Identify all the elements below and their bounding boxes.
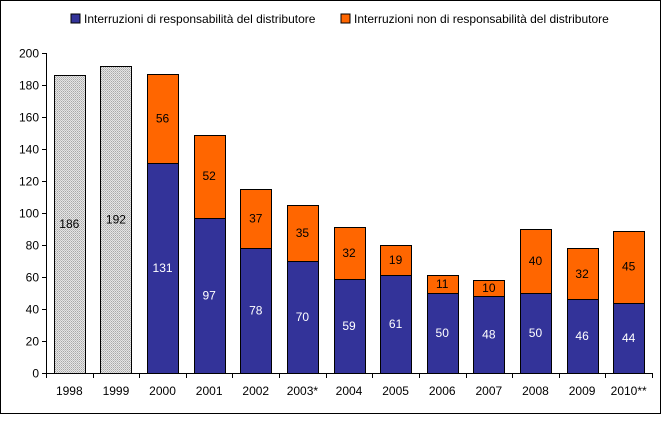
data-label-total: 192 bbox=[106, 212, 126, 226]
x-tick-label: 2004 bbox=[336, 384, 363, 398]
bar-responsible bbox=[520, 293, 552, 374]
bar-not-responsible bbox=[613, 231, 645, 304]
x-tick-label: 2000 bbox=[149, 384, 176, 398]
x-tick-label: 2010** bbox=[611, 384, 647, 398]
bar-total bbox=[54, 75, 86, 374]
data-label-not-responsible: 32 bbox=[342, 246, 356, 260]
x-tick-label: 2002 bbox=[242, 384, 269, 398]
data-label-not-responsible: 52 bbox=[202, 169, 216, 183]
x-tick-label: 2007 bbox=[475, 384, 502, 398]
data-label-responsible: 78 bbox=[249, 304, 263, 318]
y-tick-label: 200 bbox=[19, 47, 39, 61]
x-tick-label: 2005 bbox=[382, 384, 409, 398]
legend-label-responsible: Interruzioni di responsabilità del distr… bbox=[84, 12, 316, 26]
data-labels: 186 192 131 56 97 52 78 37 70 35 59 32 61 19 50 11 48 10 5… bbox=[59, 112, 635, 345]
data-label-not-responsible: 32 bbox=[575, 267, 589, 281]
legend: Interruzioni di responsabilità del distr… bbox=[70, 12, 609, 26]
y-tick-label: 160 bbox=[19, 111, 39, 125]
bar-not-responsible bbox=[147, 74, 179, 164]
bar-not-responsible bbox=[520, 229, 552, 294]
bar-total bbox=[100, 66, 132, 374]
x-tick-label: 2006 bbox=[429, 384, 456, 398]
y-tick-label: 120 bbox=[19, 175, 39, 189]
bar-responsible bbox=[567, 299, 599, 374]
x-tick-label: 2003* bbox=[287, 384, 319, 398]
data-label-not-responsible: 56 bbox=[156, 112, 170, 126]
bar-responsible bbox=[473, 296, 505, 374]
x-tick-label: 2009 bbox=[569, 384, 596, 398]
legend-label-not-responsible: Interruzioni non di responsabilità del d… bbox=[354, 12, 609, 26]
bar-not-responsible bbox=[240, 189, 272, 249]
bar-responsible bbox=[427, 293, 459, 374]
data-label-not-responsible: 10 bbox=[482, 281, 496, 295]
bar-not-responsible bbox=[427, 275, 459, 294]
y-axis: 0 20 40 60 80 100 120 140 160 180 200 bbox=[19, 47, 47, 381]
data-label-responsible: 44 bbox=[622, 331, 636, 345]
data-label-responsible: 46 bbox=[575, 329, 589, 343]
bar-not-responsible bbox=[334, 227, 366, 280]
y-tick-label: 80 bbox=[26, 239, 40, 253]
data-label-responsible: 131 bbox=[153, 261, 173, 275]
data-label-responsible: 50 bbox=[529, 326, 543, 340]
bar-responsible bbox=[147, 163, 179, 374]
data-label-not-responsible: 19 bbox=[389, 253, 403, 267]
bar-responsible bbox=[380, 275, 412, 374]
y-tick-label: 180 bbox=[19, 79, 39, 93]
bar-not-responsible bbox=[287, 205, 319, 262]
bar-responsible bbox=[613, 303, 645, 374]
data-label-responsible: 61 bbox=[389, 317, 403, 331]
data-label-responsible: 48 bbox=[482, 328, 496, 342]
chart-frame bbox=[0, 0, 661, 414]
y-tick-label: 20 bbox=[26, 335, 40, 349]
x-tick-label: 2001 bbox=[196, 384, 223, 398]
y-tick-label: 60 bbox=[26, 271, 40, 285]
data-label-not-responsible: 40 bbox=[529, 254, 543, 268]
bar-not-responsible bbox=[380, 245, 412, 276]
legend-swatch-not-responsible bbox=[340, 13, 351, 24]
data-label-not-responsible: 35 bbox=[296, 226, 310, 240]
y-tick-label: 100 bbox=[19, 207, 39, 221]
y-tick-label: 140 bbox=[19, 143, 39, 157]
data-label-responsible: 59 bbox=[342, 319, 356, 333]
bar-not-responsible bbox=[567, 248, 599, 300]
data-label-not-responsible: 37 bbox=[249, 212, 263, 226]
x-tick-label: 1998 bbox=[56, 384, 83, 398]
bar-not-responsible bbox=[194, 135, 226, 219]
x-tick-label: 1999 bbox=[103, 384, 130, 398]
data-label-total: 186 bbox=[59, 217, 79, 231]
data-label-responsible: 70 bbox=[296, 310, 310, 324]
data-label-responsible: 50 bbox=[436, 326, 450, 340]
y-tick-label: 40 bbox=[26, 303, 40, 317]
data-label-not-responsible: 11 bbox=[436, 277, 449, 291]
legend-swatch-responsible bbox=[70, 13, 81, 24]
y-tick-label: 0 bbox=[32, 367, 39, 381]
bar-not-responsible bbox=[473, 280, 505, 297]
data-label-not-responsible: 45 bbox=[622, 260, 636, 274]
x-tick-label: 2008 bbox=[522, 384, 549, 398]
bars bbox=[54, 66, 645, 374]
data-label-responsible: 97 bbox=[202, 288, 216, 302]
